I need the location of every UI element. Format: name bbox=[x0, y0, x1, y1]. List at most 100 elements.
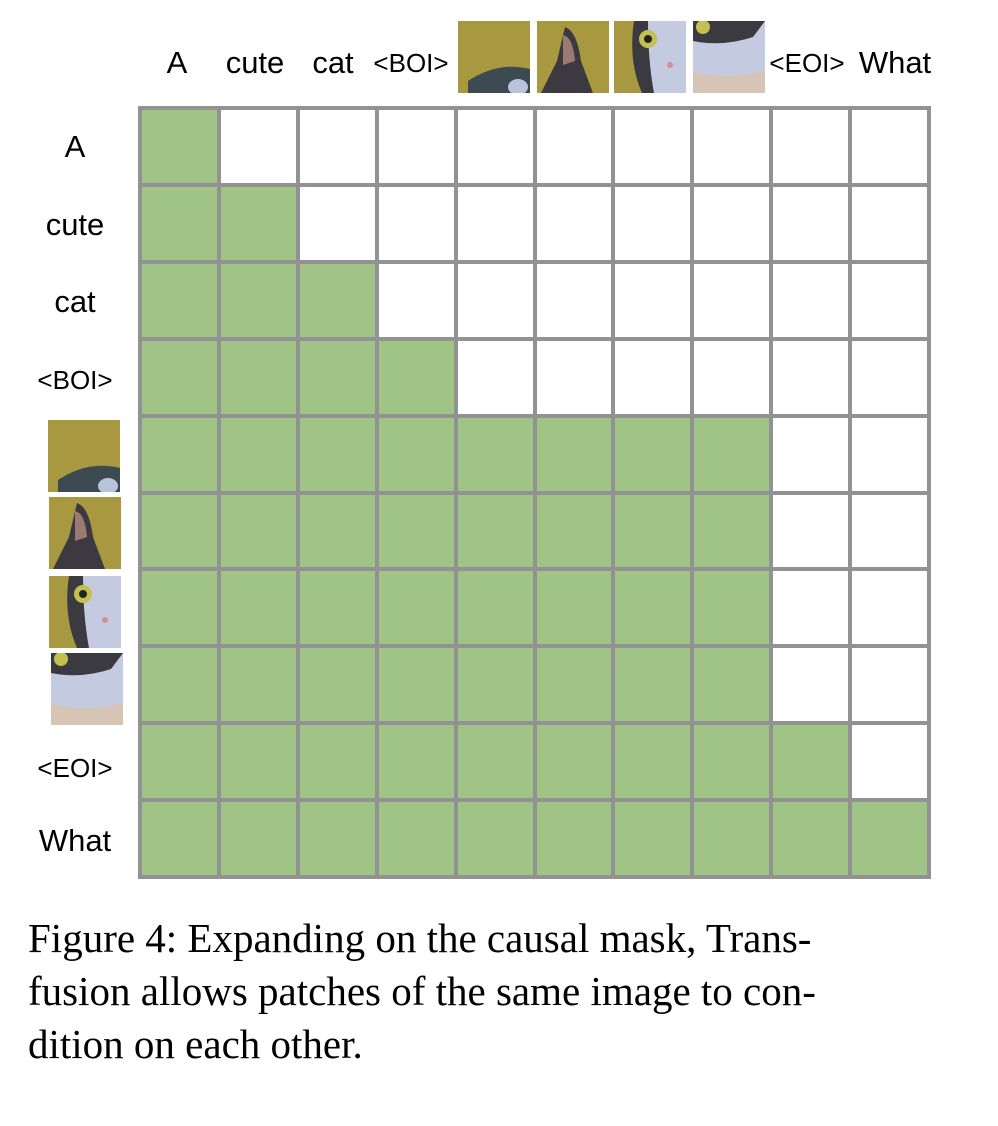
mask-cell-attend bbox=[694, 648, 770, 722]
col-label-boi: <BOI> bbox=[373, 48, 449, 78]
mask-cell-attend bbox=[773, 725, 849, 799]
row-label-eoi: <EOI> bbox=[37, 753, 113, 783]
mask-cell-masked bbox=[536, 263, 612, 337]
mask-cell-attend bbox=[615, 648, 691, 722]
mask-cell-masked bbox=[378, 186, 454, 260]
row-label-cute: cute bbox=[45, 207, 105, 242]
row-label-cat: cat bbox=[54, 284, 96, 319]
mask-cell-attend bbox=[220, 571, 296, 645]
attention-mask-grid bbox=[138, 106, 931, 879]
mask-cell-attend bbox=[220, 725, 296, 799]
mask-cell-attend bbox=[142, 340, 217, 414]
mask-cell-attend bbox=[694, 571, 770, 645]
cat-ear-image-icon bbox=[48, 420, 120, 492]
cat-ear-image-icon bbox=[49, 497, 121, 569]
mask-cell-attend bbox=[299, 648, 375, 722]
row-image-patch-1 bbox=[48, 420, 120, 492]
mask-cell-masked bbox=[852, 725, 927, 799]
row-image-patch-2 bbox=[49, 497, 121, 569]
mask-cell-attend bbox=[536, 494, 612, 568]
mask-cell-masked bbox=[299, 186, 375, 260]
mask-cell-masked bbox=[694, 340, 770, 414]
mask-cell-attend bbox=[457, 648, 533, 722]
mask-cell-attend bbox=[694, 417, 770, 491]
mask-cell-attend bbox=[536, 802, 612, 875]
mask-cell-attend bbox=[615, 417, 691, 491]
mask-cell-masked bbox=[457, 263, 533, 337]
mask-cell-attend bbox=[615, 494, 691, 568]
mask-cell-masked bbox=[220, 110, 296, 183]
caption-line-2: fusion allows patches of the same image … bbox=[28, 968, 816, 1014]
cat-eye-image-icon bbox=[614, 21, 686, 93]
mask-cell-masked bbox=[852, 186, 927, 260]
mask-cell-attend bbox=[694, 725, 770, 799]
mask-cell-attend bbox=[615, 571, 691, 645]
caption-line-3: dition on each other. bbox=[28, 1021, 363, 1067]
mask-cell-attend bbox=[142, 802, 217, 875]
mask-cell-masked bbox=[615, 340, 691, 414]
mask-cell-attend bbox=[773, 802, 849, 875]
mask-cell-attend bbox=[220, 186, 296, 260]
row-image-patch-4 bbox=[51, 653, 123, 725]
mask-cell-masked bbox=[615, 263, 691, 337]
mask-cell-masked bbox=[457, 110, 533, 183]
mask-cell-attend bbox=[299, 494, 375, 568]
mask-cell-masked bbox=[773, 648, 849, 722]
mask-cell-attend bbox=[536, 571, 612, 645]
mask-cell-attend bbox=[378, 802, 454, 875]
mask-cell-attend bbox=[299, 340, 375, 414]
mask-cell-masked bbox=[378, 110, 454, 183]
image-patch-4 bbox=[693, 21, 765, 93]
mask-cell-masked bbox=[615, 186, 691, 260]
mask-cell-attend bbox=[536, 648, 612, 722]
row-label-what: What bbox=[38, 823, 112, 858]
row-label-a: A bbox=[64, 129, 86, 164]
mask-cell-masked bbox=[852, 494, 927, 568]
row-label-boi: <BOI> bbox=[37, 365, 113, 395]
mask-cell-attend bbox=[142, 110, 217, 183]
cat-ear-image-icon bbox=[458, 21, 530, 93]
mask-cell-masked bbox=[536, 186, 612, 260]
mask-cell-masked bbox=[615, 110, 691, 183]
col-label-cat: cat bbox=[312, 45, 354, 80]
mask-cell-attend bbox=[220, 417, 296, 491]
image-patch-1 bbox=[458, 21, 530, 93]
mask-cell-attend bbox=[457, 494, 533, 568]
mask-cell-attend bbox=[457, 571, 533, 645]
mask-cell-attend bbox=[536, 725, 612, 799]
mask-cell-attend bbox=[142, 648, 217, 722]
mask-cell-attend bbox=[142, 571, 217, 645]
mask-cell-attend bbox=[457, 802, 533, 875]
mask-cell-masked bbox=[694, 263, 770, 337]
figure-caption: Figure 4: Expanding on the causal mask, … bbox=[28, 912, 958, 1071]
mask-cell-masked bbox=[773, 417, 849, 491]
col-label-a: A bbox=[166, 45, 188, 80]
col-label-what: What bbox=[858, 45, 932, 80]
mask-cell-attend bbox=[220, 263, 296, 337]
mask-cell-attend bbox=[378, 494, 454, 568]
mask-cell-masked bbox=[299, 110, 375, 183]
cat-cheek-image-icon bbox=[51, 653, 123, 725]
col-label-eoi: <EOI> bbox=[769, 48, 845, 78]
mask-cell-attend bbox=[615, 725, 691, 799]
mask-cell-attend bbox=[220, 802, 296, 875]
col-label-cute: cute bbox=[225, 45, 285, 80]
mask-cell-attend bbox=[615, 802, 691, 875]
mask-cell-attend bbox=[142, 494, 217, 568]
mask-cell-masked bbox=[457, 186, 533, 260]
mask-cell-attend bbox=[299, 263, 375, 337]
mask-cell-masked bbox=[378, 263, 454, 337]
mask-cell-masked bbox=[457, 340, 533, 414]
image-patch-2 bbox=[537, 21, 609, 93]
mask-cell-attend bbox=[142, 186, 217, 260]
mask-cell-attend bbox=[536, 417, 612, 491]
mask-cell-masked bbox=[694, 110, 770, 183]
mask-cell-attend bbox=[378, 648, 454, 722]
mask-cell-masked bbox=[852, 571, 927, 645]
mask-cell-masked bbox=[852, 340, 927, 414]
mask-cell-attend bbox=[220, 340, 296, 414]
mask-cell-masked bbox=[852, 263, 927, 337]
cat-eye-image-icon bbox=[49, 576, 121, 648]
mask-cell-attend bbox=[299, 571, 375, 645]
mask-cell-masked bbox=[773, 571, 849, 645]
